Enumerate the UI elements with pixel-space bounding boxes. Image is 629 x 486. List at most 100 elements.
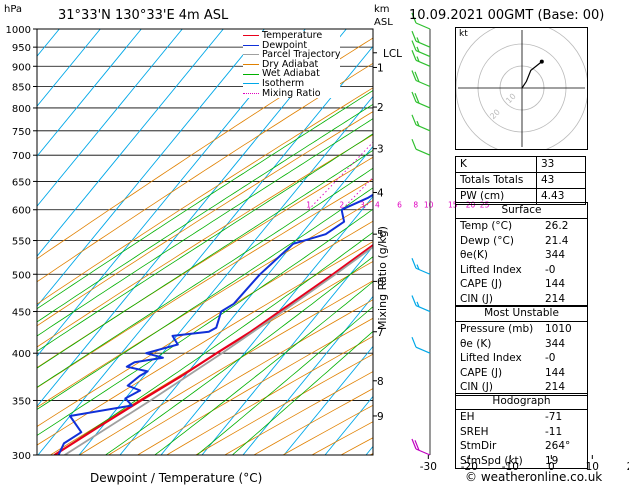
surface-row: Lifted Index -0: [456, 263, 587, 278]
indices-row-k: K 33: [455, 156, 586, 173]
wet-adiabat-line: [37, 90, 373, 310]
wind-barb-staff: [415, 124, 431, 132]
most-unstable-panel: Most Unstable Pressure (mb) 1010 θe (K) 34…: [455, 305, 588, 396]
hodo-row: StmSpd (kt) 19: [456, 454, 587, 469]
mu-label: θe (K): [460, 337, 492, 350]
surface-label: Dewp (°C): [460, 234, 514, 247]
mu-row: CIN (J) 214: [456, 380, 587, 395]
temperature-tick-label: 10: [586, 461, 599, 473]
hodo-label: SREH: [460, 425, 489, 438]
hodograph-table-title: Hodograph: [456, 394, 587, 410]
pressure-tick-label: 400: [12, 349, 31, 360]
dry-adiabat-line: [37, 178, 373, 389]
wind-barb-flag: [411, 258, 417, 269]
mixing-ratio-label: 2: [339, 201, 344, 210]
wind-barb-half: [416, 264, 420, 270]
height-tick-label: 4: [377, 187, 384, 199]
mixing-ratio-label: 25: [480, 201, 490, 210]
surface-row: Dewp (°C) 21.4: [456, 234, 587, 249]
height-tick-label: 7: [377, 327, 384, 339]
profile-parcel-trajectory: [64, 245, 373, 455]
isotherm-line: [37, 29, 142, 157]
isotherm-line: [37, 29, 101, 107]
height-tick-label: 2: [377, 102, 384, 114]
mu-row: Pressure (mb) 1010: [456, 322, 587, 337]
height-tick-label: 8: [377, 376, 384, 388]
wind-barb-half: [416, 46, 420, 53]
height-tick-label: 9: [377, 411, 384, 423]
wind-barb: [411, 138, 431, 156]
mu-row: Lifted Index -0: [456, 351, 587, 366]
wind-barb-flag: [411, 114, 417, 126]
hodograph-unit-label: kt: [459, 29, 468, 39]
profile-dewpoint: [57, 193, 373, 455]
wet-adiabat-line: [37, 208, 373, 436]
plot-frame: [36, 28, 374, 456]
surface-row: θe(K) 344: [456, 248, 587, 263]
mu-label: CAPE (J): [460, 366, 503, 379]
surface-label: Lifted Index: [460, 263, 522, 276]
hodo-row: EH -71: [456, 410, 587, 425]
wet-adiabat-line: [105, 256, 373, 455]
wind-barb: [411, 91, 431, 109]
wind-barb-half: [416, 301, 420, 308]
surface-value: 21.4: [545, 234, 569, 247]
plot-area: [37, 29, 373, 455]
mu-label: Lifted Index: [460, 352, 522, 364]
index-value: 43: [536, 172, 586, 189]
legend-swatch-wet-adiabat: [243, 73, 259, 75]
surface-row: CIN (J) 214: [456, 292, 587, 307]
wet-adiabat-line: [37, 187, 373, 410]
wind-barb-staff: [415, 22, 431, 30]
legend-item: Isotherm: [243, 79, 340, 89]
mixing-ratio-label: 3: [360, 201, 365, 210]
surface-label: CIN (J): [460, 292, 493, 305]
wind-barb: [411, 258, 431, 275]
isotherm-line: [283, 345, 373, 455]
dry-adiabat-line: [79, 280, 373, 455]
legend-item: Temperature: [243, 31, 340, 41]
legend-label: Temperature: [262, 30, 323, 41]
most-unstable-title: Most Unstable: [456, 306, 587, 322]
dry-adiabat-line: [137, 317, 373, 455]
mixing-ratio-label: 20: [466, 201, 476, 210]
hodo-row: SREH -11: [456, 425, 587, 440]
wind-barb: [411, 12, 431, 30]
x-axis-title: Dewpoint / Temperature (°C): [90, 471, 263, 485]
legend-item: Parcel Trajectory: [243, 50, 340, 60]
surface-label: CAPE (J): [460, 278, 503, 290]
legend-item: Dry Adiabat: [243, 60, 340, 70]
pressure-tick-label: 350: [12, 396, 31, 407]
hodo-value: 264°: [545, 440, 571, 452]
height-tick-label: 1: [377, 62, 384, 74]
mu-row: θe (K) 344: [456, 337, 587, 352]
surface-label: Temp (°C): [460, 220, 513, 232]
hodo-label: EH: [460, 411, 475, 423]
wind-barb-staff: [415, 50, 431, 58]
wind-barb-flag: [411, 138, 417, 150]
indices-row-pw: PW (cm) 4.43: [455, 188, 586, 205]
wind-barb-staff: [415, 59, 431, 67]
wind-barb: [411, 114, 431, 132]
temperature-tick-label: -20: [461, 461, 478, 473]
isotherm-line: [37, 45, 373, 455]
wind-barb-staff: [415, 267, 431, 275]
isotherm-line: [37, 29, 183, 207]
isotherm-line: [242, 295, 373, 455]
dry-adiabat-line: [37, 220, 373, 427]
mu-value: 144: [545, 366, 566, 379]
legend-item: Mixing Ratio: [243, 88, 340, 99]
legend-swatch-dewpoint: [243, 44, 259, 46]
forecast-datetime: 10.09.2021 00GMT (Base: 00): [409, 8, 605, 23]
wind-barb-staff: [415, 448, 431, 456]
wind-barb-staff: [415, 79, 431, 88]
hodograph-table-panel: Hodograph EH -71 SREH -11 StmDir 264° StmSp…: [455, 393, 588, 469]
surface-title: Surface: [456, 203, 587, 219]
pressure-tick-label: 450: [12, 308, 31, 319]
temperature-tick-label: -30: [420, 461, 437, 473]
wet-adiabat-line: [154, 281, 373, 455]
temperature-tick-label: 0: [548, 461, 555, 473]
height-tick-label: 3: [377, 144, 384, 156]
index-label: Totals Totals: [455, 172, 537, 189]
mu-value: -0: [545, 352, 556, 364]
